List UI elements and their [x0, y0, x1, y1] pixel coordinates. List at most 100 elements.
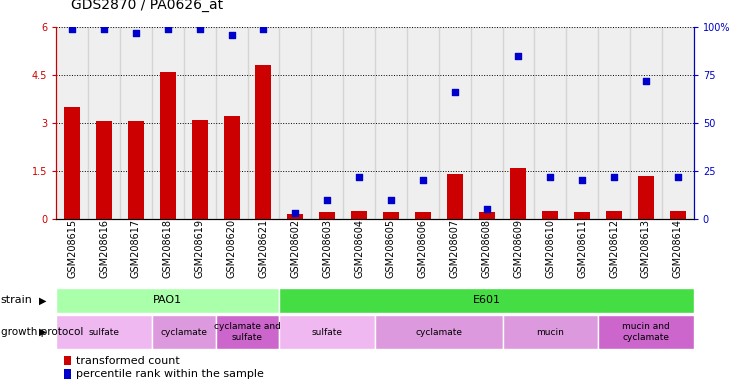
Point	[162, 26, 174, 32]
Point	[353, 174, 365, 180]
Text: cyclamate: cyclamate	[160, 328, 207, 337]
Text: ▶: ▶	[39, 295, 46, 306]
Bar	[56, 288, 279, 313]
Bar	[566, 27, 598, 219]
Point	[544, 174, 556, 180]
Bar	[64, 356, 71, 366]
Bar	[439, 27, 471, 219]
Bar	[279, 315, 375, 349]
Text: GSM208608: GSM208608	[482, 219, 491, 278]
Text: GSM208617: GSM208617	[131, 219, 141, 278]
Bar	[287, 214, 303, 219]
Point	[66, 26, 78, 32]
Text: GSM208618: GSM208618	[163, 219, 172, 278]
Bar	[64, 107, 80, 219]
Bar	[216, 315, 279, 349]
Bar	[447, 174, 463, 219]
Point	[385, 197, 397, 203]
Point	[226, 31, 238, 38]
Point	[130, 30, 142, 36]
Bar	[503, 27, 534, 219]
Bar	[375, 315, 502, 349]
Bar	[152, 27, 184, 219]
Text: GSM208607: GSM208607	[450, 219, 460, 278]
Point	[194, 26, 206, 32]
Bar	[598, 27, 630, 219]
Bar	[415, 212, 430, 219]
Text: cyclamate: cyclamate	[416, 328, 462, 337]
Text: GSM208612: GSM208612	[609, 219, 619, 278]
Bar	[638, 176, 654, 219]
Text: GSM208621: GSM208621	[259, 219, 268, 278]
Bar	[311, 27, 343, 219]
Text: mucin: mucin	[536, 328, 564, 337]
Bar	[128, 121, 144, 219]
Point	[257, 26, 269, 32]
Bar	[343, 27, 375, 219]
Bar	[383, 212, 399, 219]
Text: GSM208606: GSM208606	[418, 219, 428, 278]
Bar	[184, 27, 216, 219]
Bar	[192, 120, 208, 219]
Point	[576, 177, 588, 184]
Bar	[375, 27, 406, 219]
Bar	[630, 27, 662, 219]
Bar	[606, 211, 622, 219]
Bar	[256, 65, 272, 219]
Bar	[351, 211, 367, 219]
Bar	[279, 27, 311, 219]
Bar	[248, 27, 279, 219]
Bar	[216, 27, 248, 219]
Bar	[511, 168, 526, 219]
Bar	[670, 211, 686, 219]
Bar	[478, 212, 494, 219]
Bar	[160, 72, 176, 219]
Bar	[96, 121, 112, 219]
Point	[608, 174, 620, 180]
Text: growth protocol: growth protocol	[1, 327, 83, 337]
Text: percentile rank within the sample: percentile rank within the sample	[76, 369, 264, 379]
Bar	[88, 27, 120, 219]
Bar	[471, 27, 502, 219]
Text: GSM208619: GSM208619	[195, 219, 205, 278]
Point	[448, 89, 460, 95]
Point	[98, 26, 110, 32]
Text: GSM208604: GSM208604	[354, 219, 364, 278]
Bar	[574, 212, 590, 219]
Text: transformed count: transformed count	[76, 356, 180, 366]
Bar	[224, 116, 239, 219]
Bar	[120, 27, 152, 219]
Text: sulfate: sulfate	[312, 328, 343, 337]
Text: GSM208620: GSM208620	[226, 219, 236, 278]
Bar	[598, 315, 694, 349]
Point	[481, 206, 493, 212]
Text: sulfate: sulfate	[88, 328, 119, 337]
Text: GSM208610: GSM208610	[545, 219, 555, 278]
Bar	[542, 211, 558, 219]
Bar	[406, 27, 439, 219]
Text: GSM208616: GSM208616	[99, 219, 109, 278]
Point	[672, 174, 684, 180]
Bar	[320, 212, 335, 219]
Bar	[56, 315, 152, 349]
Bar	[503, 315, 598, 349]
Point	[512, 53, 524, 59]
Bar	[662, 27, 694, 219]
Text: strain: strain	[1, 295, 33, 306]
Bar	[64, 369, 71, 379]
Text: GSM208615: GSM208615	[68, 219, 77, 278]
Text: GSM208613: GSM208613	[641, 219, 651, 278]
Bar	[152, 315, 216, 349]
Point	[417, 177, 429, 184]
Text: GSM208609: GSM208609	[514, 219, 523, 278]
Point	[640, 78, 652, 84]
Bar	[534, 27, 566, 219]
Text: E601: E601	[472, 295, 500, 306]
Text: GSM208605: GSM208605	[386, 219, 396, 278]
Text: ▶: ▶	[39, 327, 46, 337]
Text: GSM208603: GSM208603	[322, 219, 332, 278]
Text: GSM208614: GSM208614	[673, 219, 682, 278]
Text: PAO1: PAO1	[153, 295, 182, 306]
Point	[321, 197, 333, 203]
Text: GDS2870 / PA0626_at: GDS2870 / PA0626_at	[71, 0, 224, 12]
